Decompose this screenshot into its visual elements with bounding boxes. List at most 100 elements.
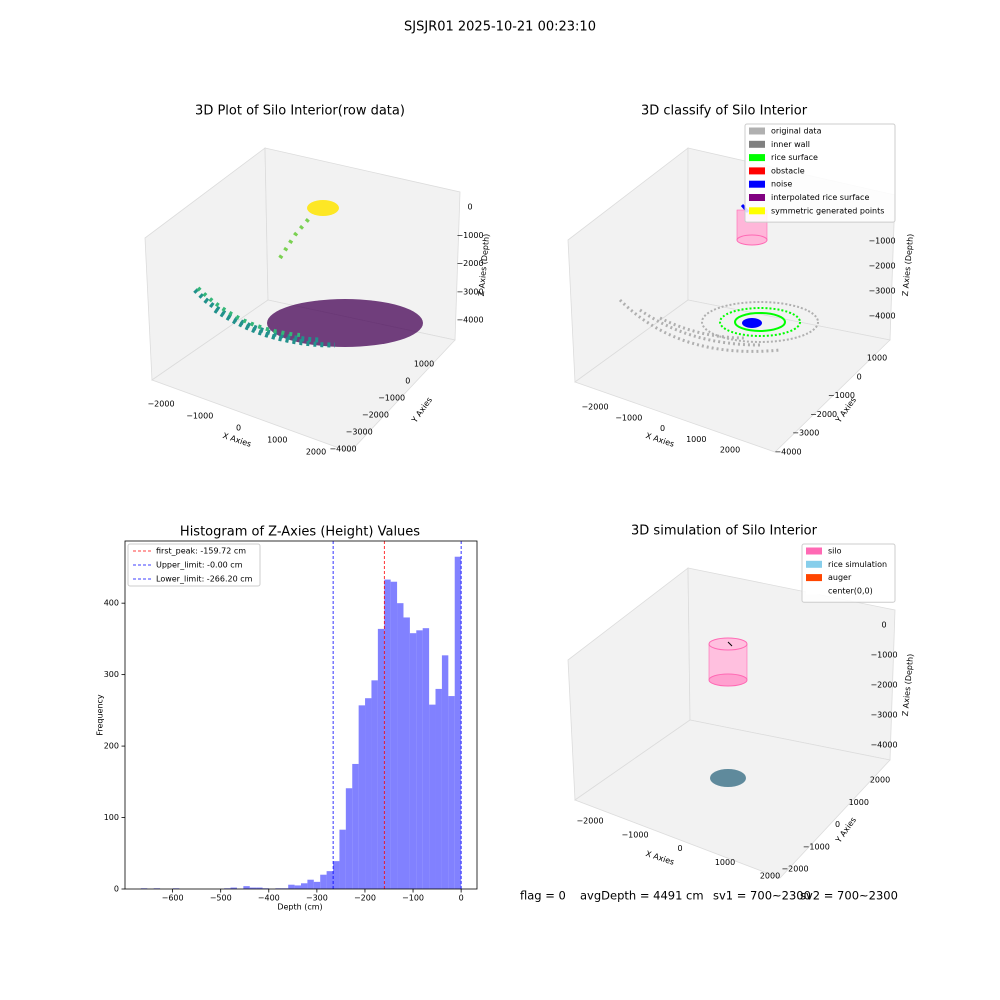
legend-label: noise [771,180,792,189]
y-tick-label: 2000 [870,776,890,785]
bar [243,886,250,889]
pane [574,299,891,453]
x-tick-label: −600 [162,894,184,903]
x-tick-label: 1000 [686,435,706,444]
y-tick-label: 300 [104,670,119,679]
bar [448,696,455,889]
bar [249,887,257,889]
bar [377,628,385,889]
legend-swatch [806,560,822,568]
axes-title: 3D classify of Silo Interior [641,104,808,119]
legend-swatch [749,207,765,215]
bar [384,579,391,889]
legend-box [801,543,896,603]
legend-label: auger [828,573,852,582]
bar [339,829,346,889]
x-tick-label: −500 [210,894,232,903]
point-cloud [278,213,314,260]
y-tick-label: −2000 [781,865,808,874]
point-cloud [742,318,762,328]
legend-label: rice simulation [828,560,887,569]
y-tick-label: 0 [835,820,840,829]
z-axis-label: Z Axies (Depth) [477,233,491,296]
y-tick-label: 100 [104,813,119,822]
axes-title: 3D Plot of Silo Interior(row data) [195,104,405,119]
x-tick-label: 0 [459,894,464,903]
silo [736,234,768,246]
bar [454,556,462,889]
y-tick-label: −2000 [362,411,389,420]
z-tick-label: 0 [467,203,472,212]
bar [397,603,404,889]
bar [313,881,321,889]
x-tick-label: −100 [402,894,424,903]
bar [429,704,436,889]
x-axis-label: X Axies [222,431,253,449]
bar [294,885,301,889]
bar [441,655,449,889]
legend-box [127,543,261,587]
legend-swatch [806,547,822,555]
x-tick-label: 1000 [715,858,735,867]
y-tick-label: −1000 [828,391,855,400]
plot-frame [124,540,478,890]
bar [230,887,237,889]
z-tick-label: −3000 [456,287,483,296]
z-tick-label: 0 [881,621,886,630]
legend-label: obstacle [771,166,805,175]
x-axis-label: X Axies [645,431,676,449]
bar [333,861,340,889]
z-tick-label: −3000 [870,711,897,720]
y-tick-label: 1000 [867,354,887,363]
x-tick-label: 2000 [306,448,326,457]
x-tick-label: −2000 [147,400,174,409]
legend-label: silo [828,547,842,556]
y-tick-label: 0 [114,885,119,894]
z-tick-label: −4000 [868,312,895,321]
bar [403,617,410,889]
z-tick-label: −4000 [870,741,897,750]
rice-simulation [710,769,746,787]
x-tick-label: −1000 [621,830,648,839]
x-tick-label: 2000 [760,872,780,881]
footer-text: sv1 = 700~2300 [713,889,811,903]
bar [409,633,417,889]
axes3d-4 [567,567,896,879]
suptitle: SJSJR01 2025-10-21 00:23:10 [404,20,596,35]
bar [301,883,308,889]
legend-swatch [749,194,765,201]
legend-label: Lower_limit: -266.20 cm [156,575,253,584]
y-tick-label: −4000 [329,445,356,454]
axes3d-1 [144,147,461,453]
legend-swatch [749,140,765,148]
legend-label: inner wall [771,140,810,149]
legend-swatch [806,587,822,595]
legend-label: center(0,0) [828,586,873,595]
x-tick-label: 0 [236,424,241,433]
axes-title: Histogram of Z-Axies (Height) Values [180,525,420,540]
pane [574,719,891,879]
x-tick-label: −200 [354,894,376,903]
legend-swatch [749,167,765,175]
x-tick-label: 2000 [720,446,740,455]
footer-text: sv2 = 700~2300 [800,889,898,903]
bar [358,705,366,889]
legend-swatch [806,574,822,582]
z-tick-label: −2000 [868,262,895,271]
bar [256,887,263,889]
y-tick-label: 0 [857,372,862,381]
bar [422,628,430,889]
y-tick-label: 1000 [414,360,434,369]
bar [352,763,359,889]
y-tick-label: −4000 [774,448,801,457]
bar [371,680,378,889]
legend-swatch [749,180,765,188]
point-cloud [734,312,786,332]
y-tick-label: 0 [405,377,410,386]
y-axis-label: Y Axies [409,396,434,426]
point-cloud [267,299,423,347]
bar [435,688,442,889]
y-tick-label: −3000 [346,428,373,437]
x-tick-label: −2000 [581,403,608,412]
x-axis-label: X Axies [645,849,676,867]
